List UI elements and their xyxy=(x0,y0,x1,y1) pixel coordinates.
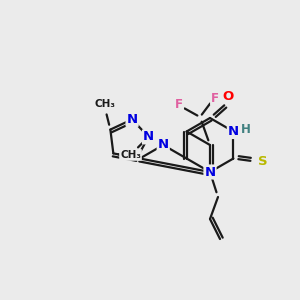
Text: H: H xyxy=(240,123,250,136)
Text: N: N xyxy=(158,139,169,152)
Text: N: N xyxy=(228,125,239,138)
Text: N: N xyxy=(204,166,216,178)
Text: S: S xyxy=(258,155,267,168)
Text: CH₃: CH₃ xyxy=(120,150,141,160)
Text: N: N xyxy=(127,113,138,126)
Text: CH₃: CH₃ xyxy=(95,99,116,109)
Text: F: F xyxy=(211,92,219,104)
Text: O: O xyxy=(222,89,234,103)
Text: F: F xyxy=(175,98,183,110)
Text: N: N xyxy=(143,130,154,143)
